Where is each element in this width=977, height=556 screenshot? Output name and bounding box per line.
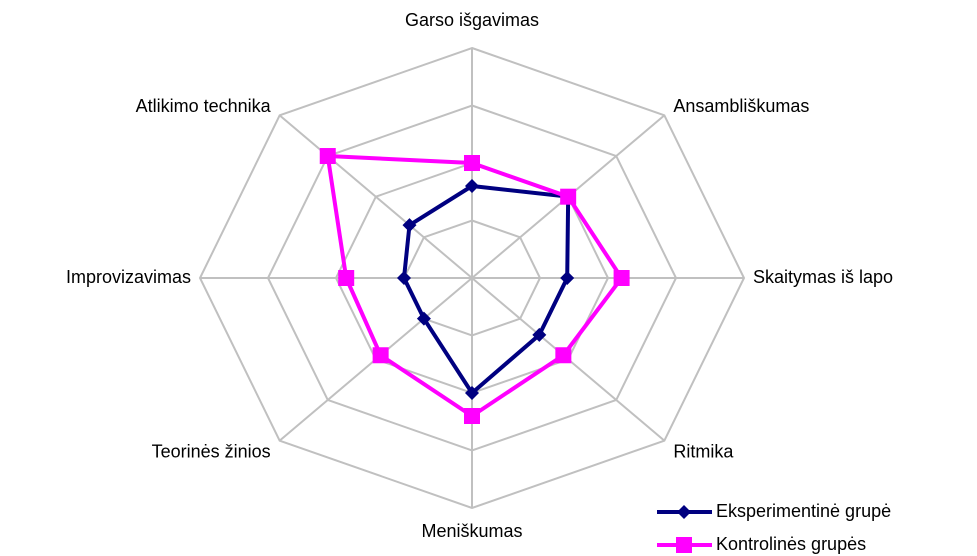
category-label: Garso išgavimas xyxy=(405,10,539,30)
data-point xyxy=(372,347,389,364)
data-point xyxy=(464,408,480,424)
category-label: Teorinės žinios xyxy=(152,441,271,461)
data-point xyxy=(319,148,336,165)
category-label: Ansambliškumas xyxy=(673,96,809,116)
data-point xyxy=(397,271,411,285)
legend-marker xyxy=(676,537,692,553)
category-label: Atlikimo technika xyxy=(136,96,272,116)
data-point xyxy=(465,179,479,193)
data-point xyxy=(613,270,630,286)
series-line xyxy=(325,153,625,419)
data-point xyxy=(464,155,480,171)
data-point xyxy=(465,386,479,400)
data-point xyxy=(416,311,431,326)
category-label: Meniškumas xyxy=(421,521,522,541)
data-point xyxy=(560,188,577,205)
legend-label: Kontrolinės grupės xyxy=(716,534,866,554)
legend-label: Eksperimentinė grupė xyxy=(716,501,891,521)
spoke xyxy=(279,114,473,279)
data-point xyxy=(555,347,572,364)
data-point xyxy=(338,270,355,286)
data-point xyxy=(560,271,575,285)
data-point xyxy=(402,218,417,233)
category-label: Skaitymas iš lapo xyxy=(753,267,893,287)
legend-marker xyxy=(677,505,691,519)
category-label: Ritmika xyxy=(673,441,734,461)
data-point xyxy=(532,327,547,342)
category-label: Improvizavimas xyxy=(66,267,191,287)
